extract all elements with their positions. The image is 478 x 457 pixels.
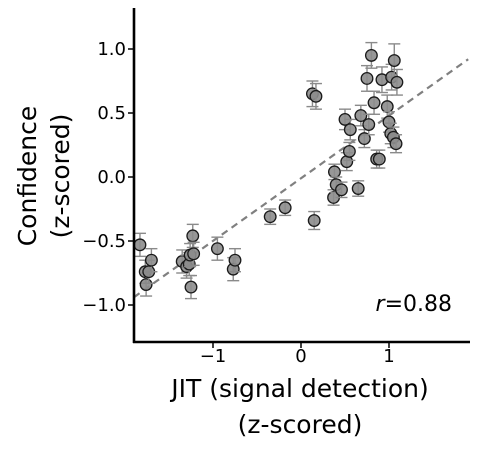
data-point xyxy=(133,232,147,258)
data-point xyxy=(309,82,323,110)
correlation-value: =0.88 xyxy=(385,292,452,317)
data-point xyxy=(342,141,356,162)
point-marker xyxy=(354,109,368,123)
regression-line xyxy=(133,58,469,299)
point-marker xyxy=(351,182,365,195)
tick-layer: −1 0 1 1.0 0.5 0.0 −0.5 −1.0 xyxy=(82,39,394,367)
point-marker xyxy=(309,89,323,103)
x-tick-label: 1 xyxy=(383,346,394,367)
point-marker xyxy=(307,214,321,227)
x-axis-subtitle: (z-scored) xyxy=(238,410,363,439)
point-marker xyxy=(387,54,401,67)
data-point xyxy=(343,118,357,141)
data-point xyxy=(228,247,242,273)
point-marker xyxy=(389,137,403,151)
data-point xyxy=(354,104,368,127)
data-point xyxy=(390,68,404,96)
point-marker xyxy=(380,100,394,114)
point-marker xyxy=(335,183,348,197)
y-tick-label: 0.5 xyxy=(97,103,126,124)
correlation-annotation: r=0.88 xyxy=(376,292,452,317)
data-point xyxy=(184,274,198,300)
point-marker xyxy=(327,165,341,179)
data-point xyxy=(278,199,292,217)
x-tick-label: 0 xyxy=(295,346,306,367)
point-marker xyxy=(210,242,224,256)
x-tick-label: −1 xyxy=(200,346,227,367)
point-marker xyxy=(144,253,158,267)
data-point xyxy=(367,90,381,115)
y-axis-subtitle: (z-scored) xyxy=(46,114,75,239)
point-marker xyxy=(362,118,376,131)
point-marker xyxy=(342,144,356,158)
data-point xyxy=(389,134,403,154)
point-marker xyxy=(372,152,386,166)
fit-line-layer xyxy=(133,58,469,299)
point-marker xyxy=(382,115,396,129)
data-point xyxy=(263,208,277,226)
y-tick-label: −1.0 xyxy=(82,295,126,316)
data-point xyxy=(360,64,374,92)
y-tick-label: 1.0 xyxy=(97,39,126,60)
data-point xyxy=(335,181,348,199)
point-marker xyxy=(263,210,277,224)
data-point xyxy=(364,41,378,69)
correlation-symbol: r xyxy=(376,292,387,317)
y-tick-label: 0.0 xyxy=(97,167,126,188)
data-points-layer xyxy=(133,41,404,300)
point-marker xyxy=(360,71,374,85)
point-marker xyxy=(187,247,201,261)
point-marker xyxy=(228,253,242,267)
point-marker xyxy=(343,123,357,137)
y-tick-label: −0.5 xyxy=(82,231,126,252)
data-point xyxy=(210,236,224,261)
point-marker xyxy=(367,96,381,110)
point-marker xyxy=(184,280,198,294)
data-point xyxy=(144,247,158,273)
point-marker xyxy=(390,75,404,89)
data-point xyxy=(375,66,389,94)
data-point xyxy=(351,180,365,197)
point-marker xyxy=(364,48,378,62)
axis-label-layer: JIT (signal detection)(z-scored)Confiden… xyxy=(13,106,452,439)
data-point xyxy=(387,43,401,78)
point-marker xyxy=(139,278,153,291)
point-marker xyxy=(133,238,147,252)
y-axis-title: Confidence xyxy=(13,106,42,247)
x-axis-title: JIT (signal detection) xyxy=(169,374,428,403)
data-point xyxy=(372,149,386,169)
data-point xyxy=(307,210,321,231)
point-marker xyxy=(186,229,200,243)
data-point xyxy=(187,241,201,267)
point-marker xyxy=(278,201,292,215)
point-marker xyxy=(357,132,371,146)
